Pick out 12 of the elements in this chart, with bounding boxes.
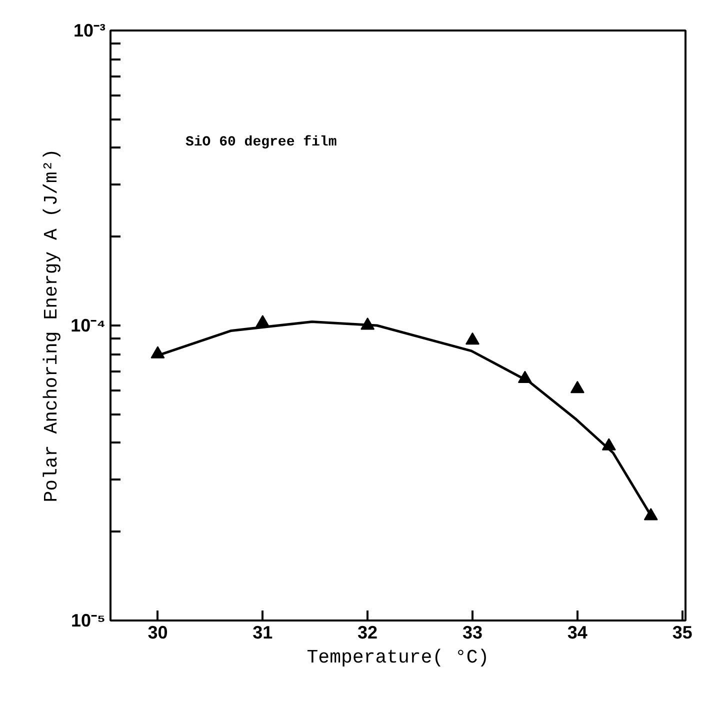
y-tick-label: 10⁻⁵	[71, 610, 106, 630]
y-tick-label: 10⁻³	[73, 20, 106, 40]
x-tick-label: 30	[148, 622, 168, 642]
x-tick-label: 33	[462, 622, 483, 642]
x-tick-label: 32	[358, 622, 378, 642]
y-axis-title: Polar Anchoring Energy A (J/m²)	[40, 148, 63, 502]
y-tick-label: 10⁻⁴	[70, 316, 106, 336]
x-tick-label: 31	[252, 622, 273, 642]
x-tick-label: 34	[567, 622, 588, 642]
x-axis-title: Temperature( °C)	[306, 646, 490, 668]
x-tick-label: 35	[672, 622, 692, 642]
annotation: SiO 60 degree film	[186, 134, 337, 150]
